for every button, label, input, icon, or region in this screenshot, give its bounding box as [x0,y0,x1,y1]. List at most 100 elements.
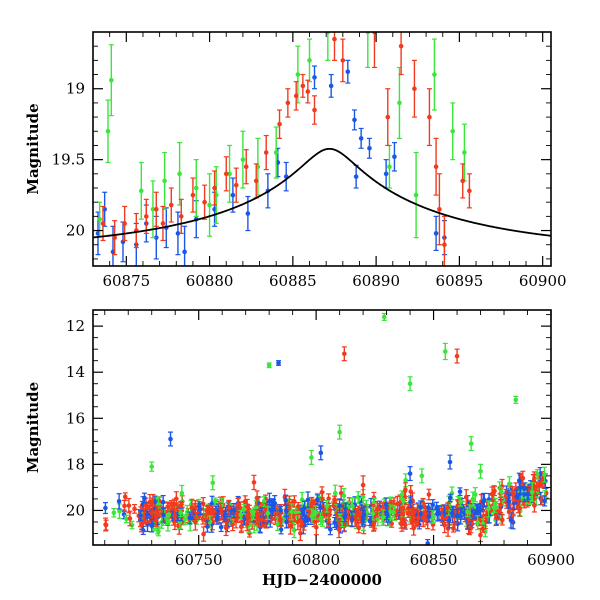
data-point-red [293,81,299,111]
x-tick-label: 60875 [102,272,150,290]
data-point-green [307,38,313,83]
bulk-point-green [475,515,481,531]
x-tick-label: 60900 [519,272,567,290]
data-point-green [193,159,199,217]
bulk-point-green [541,466,547,483]
data-point-red [331,32,337,61]
data-point-blue [478,502,484,518]
data-point-blue [506,493,512,509]
data-point-green [419,468,425,484]
bulk-point-red [515,500,521,514]
data-point-green [108,44,114,117]
data-point-blue [283,161,289,192]
data-point-red [190,177,196,213]
bulk-point-blue [141,492,147,504]
bulk-point-red [499,514,505,526]
data-point-red [112,220,118,256]
bulk-point-red [201,526,207,542]
x-tick-label: 60850 [410,551,458,569]
data-point-blue [360,509,366,525]
y-tick-label: 20 [66,501,85,519]
data-point-red [122,205,128,242]
data-point-green [513,395,519,404]
data-point-green [273,126,279,179]
bulk-point-green [241,504,247,515]
data-point-red [133,212,139,249]
data-point-green [381,312,387,321]
data-point-red [340,38,346,83]
data-point-green [240,130,246,189]
data-point-green [162,151,168,210]
bulk-point-blue [426,510,432,523]
bulk-point-red [149,497,155,508]
bulk-point-green [470,491,476,507]
bulk-point-blue [449,509,455,518]
data-point-green [365,32,371,69]
bulk-point-blue [302,515,308,527]
y-axis: 19 19.5 20 [52,31,551,260]
bulk-point-red [374,500,380,518]
data-point-green [468,436,474,452]
data-point-red [168,187,174,223]
bulk-point-red [353,508,359,522]
x-tick-label: 60800 [292,551,340,569]
data-point-blue [231,502,237,518]
data-point-blue [160,507,166,523]
y-axis-label: Magnitude [24,103,42,194]
axes-frame [92,309,552,546]
bulk-point-red [295,513,301,531]
bulk-point-blue [457,487,463,496]
data-point-blue [407,466,413,482]
bulk-point-red [356,522,362,534]
bulk-point-blue [407,495,413,509]
y-tick-label: 19 [66,80,85,98]
bulk-point-green [111,507,117,518]
bulk-point-green [123,514,129,524]
bulk-point-red [233,513,239,529]
data-point-red [385,88,391,147]
data-point-red [143,198,149,234]
bulk-point-red [400,517,406,526]
bulk-point-green [182,513,188,525]
bulk-point-red [336,520,342,539]
bulk-point-red [539,476,545,488]
y-tick-label: 12 [66,317,85,335]
bulk-point-red [254,509,260,526]
x-tick-label: 60895 [436,272,484,290]
bulk-point-red [226,499,232,516]
data-point-red [460,163,466,199]
y-axis-label: Magnitude [24,382,42,473]
data-point-red [341,346,347,362]
bulk-point-blue [197,502,203,516]
data-point-red [436,173,442,246]
data-point-red [153,191,159,227]
bulk-point-blue [508,511,514,529]
data-point-blue [433,215,439,251]
bulk-point-green [291,522,297,539]
bulk-point-green [534,469,540,480]
bulk-point-blue [447,493,453,503]
bulk-point-red [165,501,171,512]
data-point-green [450,102,456,161]
bulk-point-red [238,520,244,534]
data-point-red [223,156,229,192]
bulk-point-green [458,496,464,507]
data-point-red [312,95,318,125]
x-axis: 60750 60800 60850 60900 [104,310,575,569]
bulk-point-red [103,519,109,531]
bulk-point-red [405,509,411,518]
data-point-green [396,66,402,139]
top-panel-zoom: 60875 60880 60885 60890 60895 60900 19 19.5 20 Ma… [24,31,567,290]
data-point-red [160,205,166,242]
data-point-red [233,167,239,203]
data-point-blue [351,109,357,131]
data-point-green [337,424,343,440]
data-point-blue [383,159,389,189]
data-point-red [402,482,408,498]
bulk-point-red [326,493,332,505]
bottom-panel-full: 60750 60800 60850 60900 12 14 16 18 20 Magnitude H… [24,309,575,589]
data-point-green [295,45,301,104]
data-point-red [178,198,184,234]
data-point-green [210,475,216,491]
bulk-point-green [179,484,185,502]
